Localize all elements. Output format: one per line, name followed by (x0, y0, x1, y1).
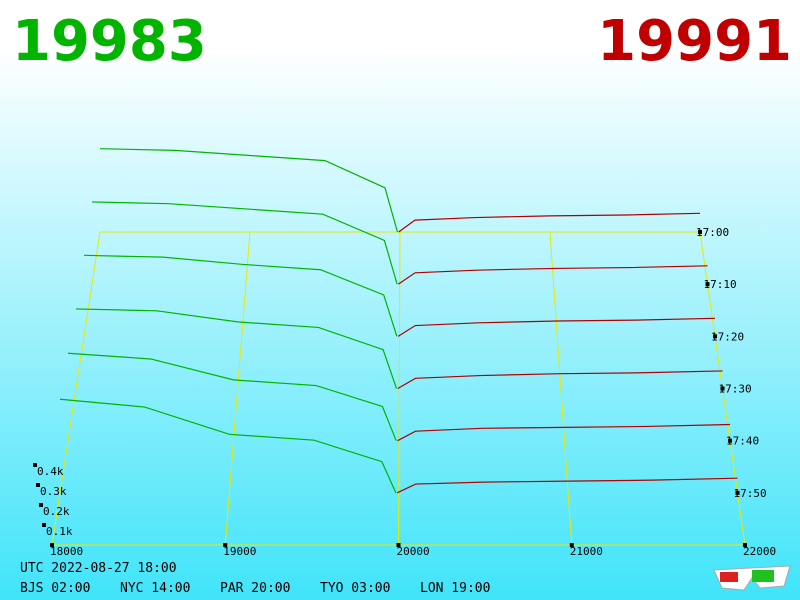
ask-depth-line (397, 370, 723, 390)
z-tick-label: 0.4k (37, 465, 64, 478)
ask-depth-line (398, 265, 708, 285)
z-tick-label: 0.2k (43, 505, 70, 518)
timestamp: UTC 2022-08-27 18:00 (20, 561, 177, 576)
ask-depth-line (397, 423, 731, 442)
plot: 18000 19000 20000 21000 22000 17:00 17:10 17:20… (33, 148, 776, 558)
grid-line (549, 231, 573, 546)
tick-marker (713, 334, 717, 339)
tick-marker (743, 543, 747, 547)
time-zone: PAR 20:00 (220, 581, 290, 596)
z-tick-label: 0.3k (40, 485, 67, 498)
time-tick-label: 17:30 (719, 383, 752, 396)
time-tick-label: 17:00 (696, 226, 729, 239)
time-zone: NYC 14:00 (120, 581, 190, 596)
ask-depth-line (396, 477, 738, 494)
tick-marker (569, 543, 574, 547)
time-tick-label: 17:50 (734, 487, 767, 500)
ask-depth-line (397, 317, 716, 337)
tick-marker (396, 543, 401, 547)
zones: BJS 02:00 NYC 14:00 PAR 20:00 TYO 03:00 LON … (20, 581, 490, 596)
bid-depth-line (75, 308, 398, 389)
tick-marker (33, 463, 37, 467)
tick-marker (36, 483, 40, 487)
bid-depth-line (59, 398, 397, 494)
bid-depth-line (99, 148, 399, 233)
bid-price: 19983 (12, 9, 207, 74)
ask-depth-line (398, 212, 701, 233)
tick-marker (50, 543, 54, 547)
tick-marker (223, 543, 228, 547)
x-tick-label: 18000 (50, 545, 83, 558)
x-tick-label: 22000 (743, 545, 776, 558)
bid-depth-line (83, 254, 398, 337)
3d-glasses-icon (713, 565, 791, 591)
grid-line (398, 231, 401, 546)
time-tick-label: 17:40 (726, 435, 759, 448)
x-tick-label: 21000 (570, 545, 603, 558)
tick-marker (39, 503, 43, 507)
grid-line (224, 231, 251, 546)
tick-marker (728, 438, 732, 443)
time-tick-label: 17:20 (711, 330, 744, 343)
grid-line (51, 231, 101, 546)
time-zone: TYO 03:00 (320, 581, 390, 596)
bid-depth-line (91, 201, 398, 285)
tick-marker (705, 282, 710, 287)
x-tick-label: 20000 (397, 545, 430, 558)
bid-depth-line (67, 352, 397, 441)
x-tick-label: 19000 (223, 545, 256, 558)
tick-marker (735, 490, 740, 495)
ask-price: 19991 (597, 9, 792, 74)
time-zone: BJS 02:00 (20, 581, 90, 596)
z-tick-label: 0.1k (46, 525, 73, 538)
tick-marker (720, 386, 725, 391)
time-zone: LON 19:00 (420, 581, 490, 596)
time-tick-label: 17:10 (704, 278, 737, 291)
tick-marker (698, 230, 702, 234)
tick-marker (42, 523, 46, 527)
